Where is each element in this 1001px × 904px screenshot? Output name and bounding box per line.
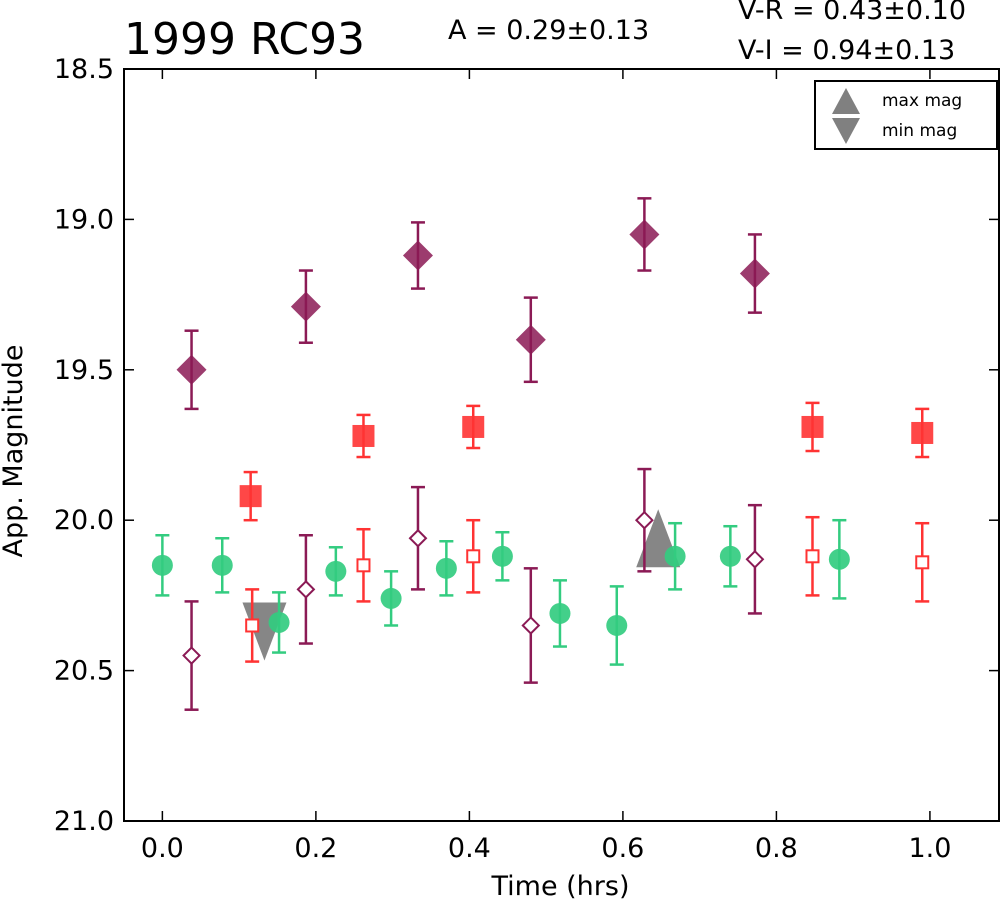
data-point-circle [211,554,233,576]
data-point-square-open [245,618,260,633]
y-axis-label: App. Magnitude [0,344,29,558]
data-point-diamond-open [296,579,316,599]
legend-label-min: min mag [882,121,958,141]
data-point-square-open [466,549,481,564]
data-point-diamond [290,291,321,322]
x-tick-label: 0.8 [755,833,798,864]
data-point-diamond-open [521,616,541,635]
data-point-circle [606,614,628,636]
x-axis-label: Time (hrs) [491,871,630,902]
data-point-square [352,424,375,447]
data-point-diamond [629,219,660,250]
data-point-square-open [356,558,371,573]
data-point-circle [549,602,571,624]
data-point-square-open [805,549,820,564]
v-i-color-label: V-I = 0.94±0.13 [738,35,956,66]
data-point-circle [268,611,290,633]
legend: max mag min mag [814,80,998,150]
x-tick-label: 0.2 [294,833,337,864]
triangle-up-icon [832,88,860,114]
data-point-circle [151,554,173,576]
legend-item-max: max mag [816,86,996,116]
data-point-square-open [915,555,930,570]
y-tick-label: 20.5 [54,656,114,687]
v-r-color-label: V-R = 0.43±0.10 [738,0,967,26]
legend-label-max: max mag [882,91,963,111]
data-point-diamond-open [634,510,654,530]
data-point-diamond-open [408,528,428,548]
y-tick-label: 21.0 [54,806,114,837]
data-point-diamond-open [745,549,765,569]
y-tick-label: 19.0 [54,204,114,235]
data-point-circle [380,587,402,609]
data-point-circle [325,560,347,582]
x-tick-label: 0.0 [141,833,184,864]
x-tick-label: 0.4 [448,833,491,864]
data-point-square [801,415,824,438]
y-tick-label: 20.0 [54,505,114,536]
amplitude-label: A = 0.29±0.13 [448,15,650,46]
data-point-diamond-open [182,646,201,665]
y-tick-label: 19.5 [54,355,114,386]
data-point-circle [828,548,850,570]
data-point-circle [491,545,513,567]
y-tick-label: 18.5 [54,54,114,85]
x-tick-label: 1.0 [908,833,951,864]
triangle-down-icon [832,118,860,144]
data-point-diamond [739,258,770,289]
data-point-circle [664,545,686,567]
legend-item-min: min mag [816,116,996,146]
data-point-circle [435,557,457,579]
data-point-square [462,415,485,438]
data-point-square [911,421,934,444]
plot-frame [123,68,1000,822]
x-tick-label: 0.6 [601,833,644,864]
chart-title: 1999 RC93 [124,14,366,65]
data-point-diamond [402,240,433,271]
data-point-circle [719,545,741,567]
data-point-diamond [515,324,546,355]
data-point-square [239,485,262,508]
data-point-diamond [176,354,207,385]
